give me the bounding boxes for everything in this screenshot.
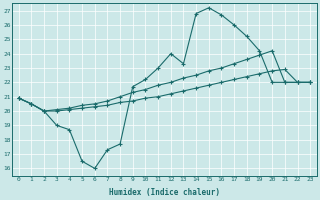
- X-axis label: Humidex (Indice chaleur): Humidex (Indice chaleur): [109, 188, 220, 197]
